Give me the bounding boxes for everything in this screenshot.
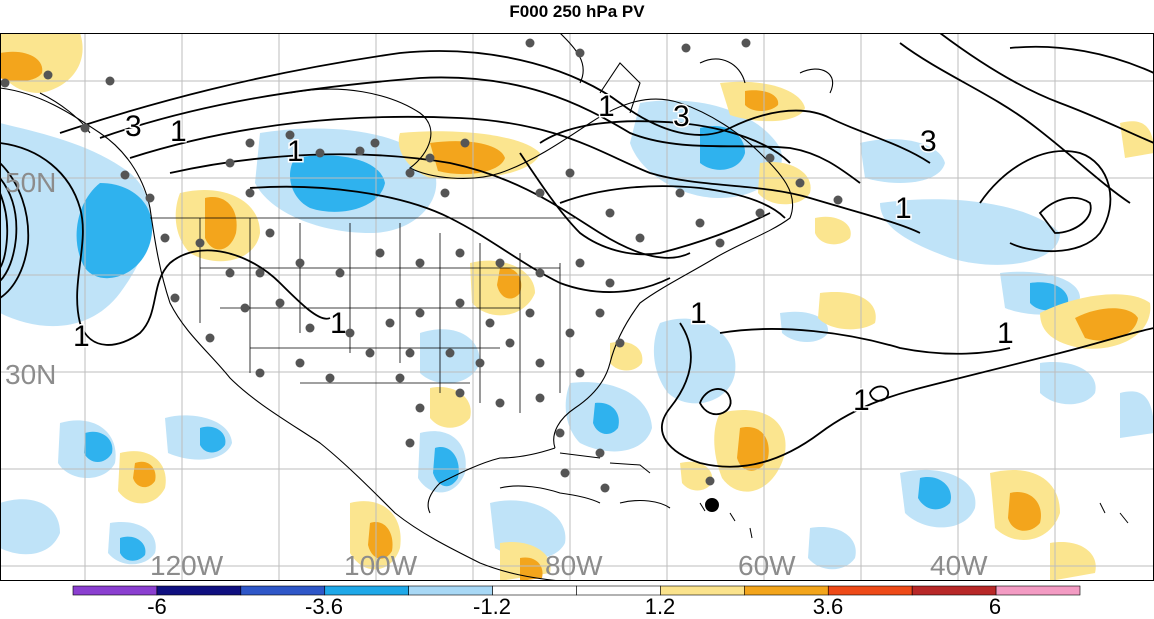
coastlines (0, 33, 834, 581)
colorbar-swatch (995, 585, 1081, 596)
colorbar-swatch (156, 585, 242, 596)
colorbar-tick: -6 (147, 594, 167, 619)
contour-label: 1 (287, 135, 304, 168)
colorbar-tick: -3.6 (305, 594, 343, 619)
colorbar-tick: 3.6 (812, 594, 844, 619)
contour-label: 1 (330, 307, 347, 340)
colorbar: -6 -3.6 -1.2 1.2 3.6 6 (0, 584, 1154, 619)
lon-label-120w: 120W (150, 550, 224, 581)
colorbar-tick: 1.2 (644, 594, 676, 619)
state-boundaries (150, 217, 575, 413)
colorbar-tick: -1.2 (473, 594, 511, 619)
lon-label-80w: 80W (545, 550, 603, 581)
pv-map: 3 1 1 3 1 1 1 3 1 1 1 1 (0, 33, 1154, 581)
lat-label-30n: 30N (5, 359, 56, 390)
axis-labels: 50N 30N 120W 100W 80W 60W 40W (5, 167, 988, 581)
contour-label: 3 (125, 110, 142, 143)
contour-label: 1 (997, 317, 1014, 350)
contour-label: 1 (170, 115, 187, 148)
chart-title: F000 250 hPa PV (509, 2, 645, 21)
caribbean-islands (559, 452, 1129, 539)
colorbar-swatch (911, 585, 997, 596)
colorbar-swatch (72, 585, 158, 596)
colorbar-tick: 6 (988, 594, 1002, 619)
lat-label-50n: 50N (5, 167, 56, 198)
contour-label: 1 (598, 90, 615, 123)
contour-label: 1 (690, 297, 707, 330)
colorbar-swatches (72, 585, 1081, 596)
lat-lon-grid (0, 33, 1154, 581)
contour-label: 1 (895, 192, 912, 225)
contour-label: 1 (853, 384, 870, 417)
contour-label: 3 (920, 125, 937, 158)
contour-label: 3 (673, 100, 690, 133)
pv-contours (0, 33, 1154, 468)
contour-label: 1 (73, 320, 90, 353)
strong-negative-anomaly-shading (76, 125, 1069, 561)
lon-label-60w: 60W (738, 550, 796, 581)
observation-stations (0, 38, 843, 493)
highlight-marker (705, 498, 719, 512)
contour-labels: 3 1 1 3 1 1 1 3 1 1 1 1 (72, 89, 1016, 419)
strong-positive-anomaly-shading (0, 51, 1138, 581)
lon-label-100w: 100W (344, 550, 418, 581)
lon-label-40w: 40W (930, 550, 988, 581)
